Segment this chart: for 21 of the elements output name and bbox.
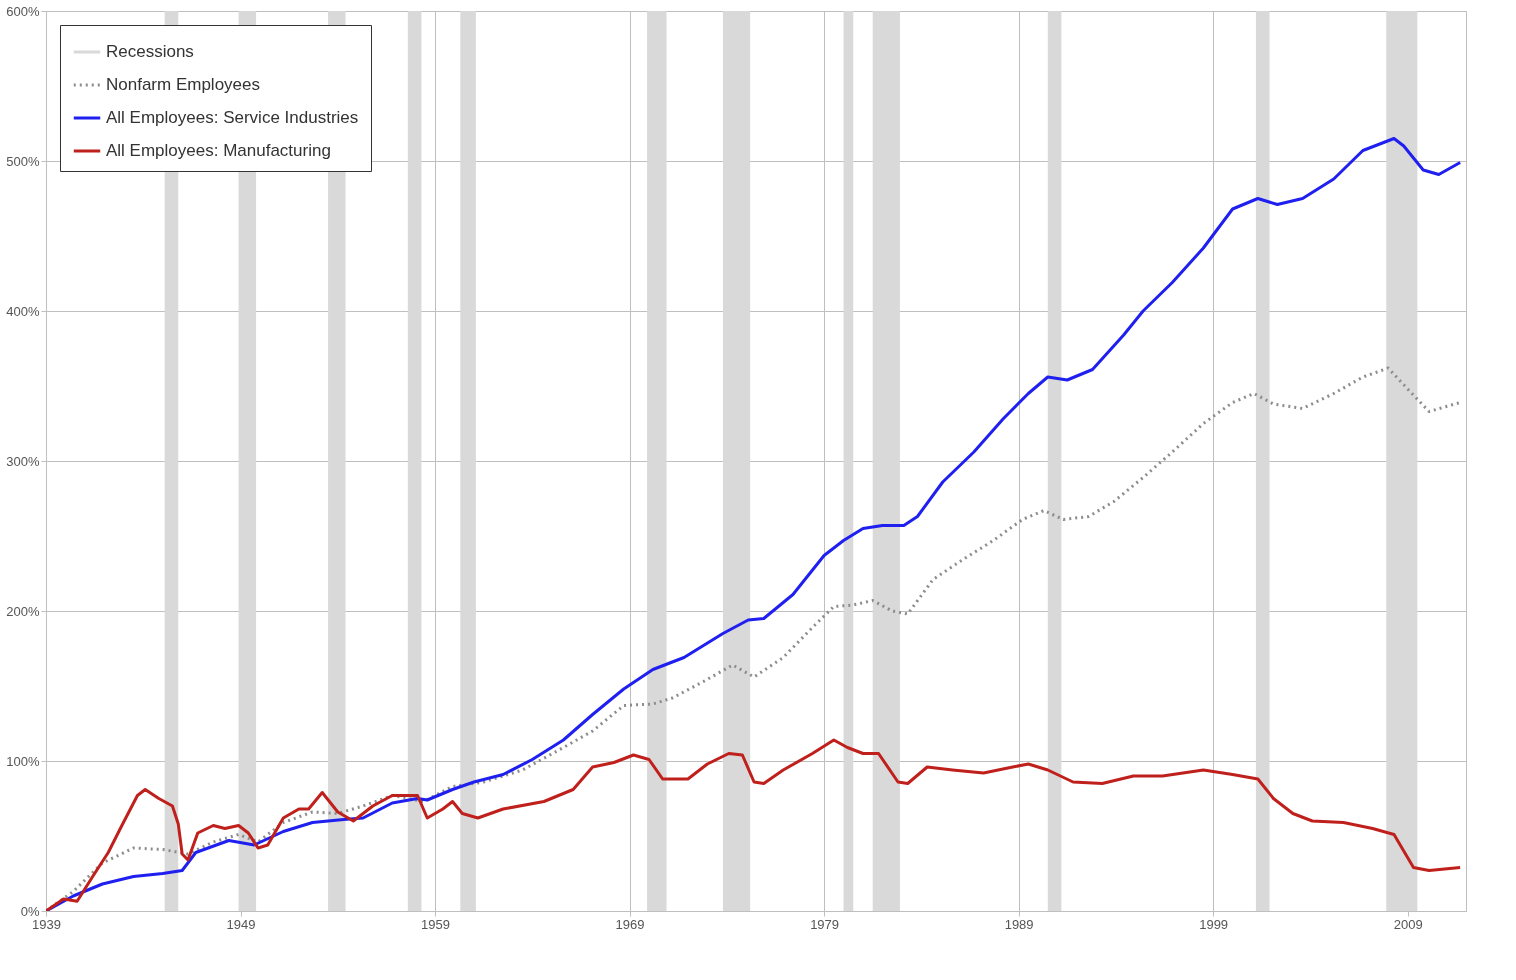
x-tick-label: 1949 — [226, 916, 256, 932]
line-series — [46, 137, 1462, 911]
legend-label: All Employees: Service Industries — [106, 108, 359, 127]
legend-label: Nonfarm Employees — [106, 75, 261, 94]
y-tick-label: 300% — [6, 453, 40, 469]
x-tick-label: 1959 — [421, 916, 450, 932]
legend-label: All Employees: Manufacturing — [106, 141, 331, 160]
line-series — [46, 738, 1462, 911]
y-tick-label: 0% — [20, 903, 40, 919]
x-tick-label: 1999 — [1199, 916, 1229, 932]
x-tick-label: 1989 — [1004, 916, 1034, 932]
x-tick-label: 2009 — [1393, 916, 1423, 932]
y-tick-label: 100% — [6, 753, 40, 769]
y-tick-label: 200% — [6, 603, 40, 619]
x-tick-label: 1969 — [615, 916, 645, 932]
y-tick-label: 500% — [6, 153, 40, 169]
x-tick-label: 1979 — [810, 916, 840, 932]
y-tick-label: 600% — [6, 3, 40, 19]
x-tick-label: 1939 — [32, 916, 61, 932]
band-label: Recessions — [106, 42, 194, 61]
y-tick-label: 400% — [6, 303, 40, 319]
